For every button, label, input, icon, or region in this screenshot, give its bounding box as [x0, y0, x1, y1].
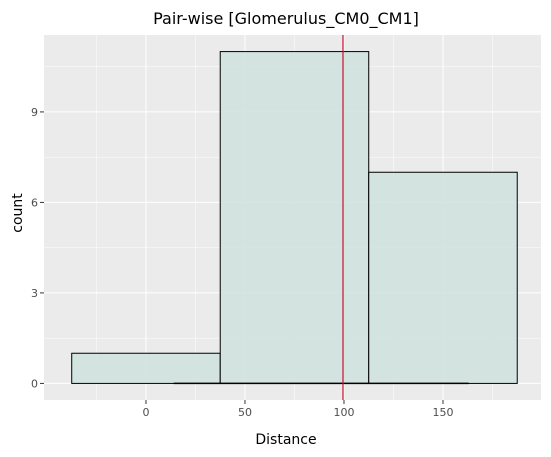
y-tick-label: 3 — [31, 287, 38, 300]
histogram-bars — [71, 51, 518, 384]
x-tick-label: 100 — [333, 406, 354, 419]
x-tick-label: 0 — [142, 406, 149, 419]
y-axis: 0 3 6 9 — [31, 106, 44, 390]
chart-title: Pair-wise [Glomerulus_CM0_CM1] — [153, 9, 419, 29]
y-axis-title: count — [10, 193, 26, 233]
y-tick-label: 0 — [31, 377, 38, 390]
x-axis-title: Distance — [255, 432, 316, 448]
y-tick-label: 9 — [31, 106, 38, 119]
x-tick-label: 150 — [432, 406, 453, 419]
histogram-bar-3 — [368, 171, 518, 384]
overlay-lines — [173, 35, 469, 400]
y-tick-label: 6 — [31, 196, 38, 209]
histogram-bar-2 — [219, 51, 370, 384]
x-axis: 0 50 100 150 — [142, 400, 453, 419]
histogram-bar-1 — [71, 352, 221, 384]
x-tick-label: 50 — [238, 406, 252, 419]
